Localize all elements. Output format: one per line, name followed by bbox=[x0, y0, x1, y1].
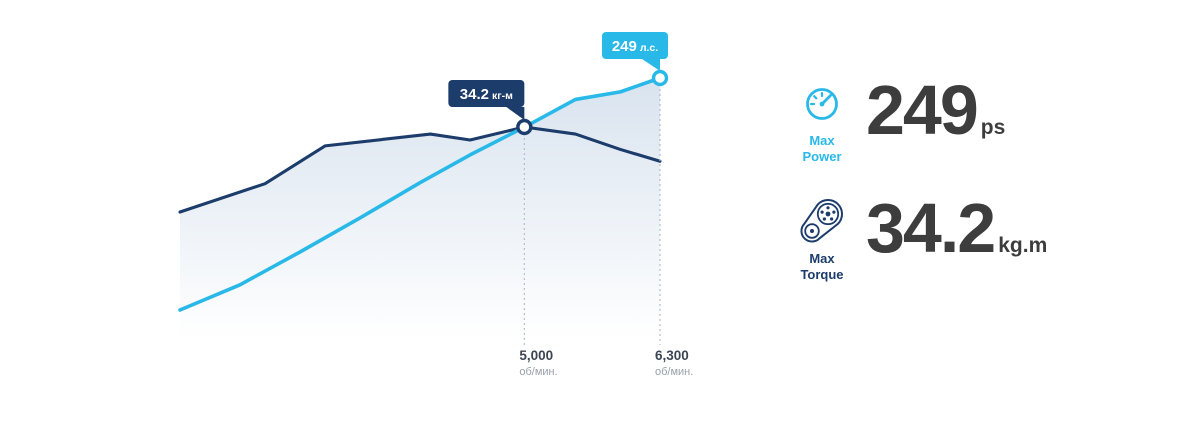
max-torque-label: Max Torque bbox=[800, 251, 844, 283]
power-tick-unit: об/мин. bbox=[655, 366, 693, 378]
max-torque-icon-column: Max Torque bbox=[792, 198, 852, 284]
power-tick: 6,300 bbox=[655, 348, 689, 363]
torque-tooltip: 34.2 кг-м bbox=[448, 80, 525, 120]
power-tooltip: 249 л.с. bbox=[602, 32, 668, 71]
torque-tooltip-box bbox=[448, 80, 525, 107]
max-torque-value: 34.2 kg.m bbox=[866, 193, 1048, 263]
performance-chart: 34.2 кг-м 249 л.с. 5,000 об/мин. 6,300 об/… bbox=[178, 32, 693, 378]
torque-tick: 5,000 bbox=[519, 348, 553, 363]
torque-tick-unit: об/мин. bbox=[519, 366, 557, 378]
torque-line bbox=[178, 125, 662, 214]
max-power-stat: Max Power 249 ps bbox=[792, 75, 1006, 166]
power-tooltip-pointer bbox=[642, 59, 660, 71]
power-marker bbox=[651, 69, 669, 87]
max-torque-number: 34.2 bbox=[866, 189, 996, 267]
torque-tooltip-pointer bbox=[506, 107, 525, 120]
speedometer-icon bbox=[806, 88, 838, 120]
max-power-label: Max Power bbox=[802, 133, 842, 165]
timing-chain-icon bbox=[800, 198, 843, 243]
torque-tooltip-text: 34.2 кг-м bbox=[460, 86, 513, 103]
max-power-number: 249 bbox=[866, 71, 979, 149]
power-tooltip-box bbox=[602, 32, 668, 59]
max-power-unit: ps bbox=[980, 116, 1006, 139]
max-torque-unit: kg.m bbox=[998, 234, 1048, 257]
power-tooltip-text: 249 л.с. bbox=[612, 38, 658, 55]
max-power-icon-column: Max Power bbox=[792, 80, 852, 166]
chart-area-fill bbox=[180, 78, 660, 340]
power-line bbox=[178, 76, 662, 312]
max-power-value: 249 ps bbox=[866, 75, 1006, 145]
max-torque-stat: Max Torque 34.2 kg.m bbox=[792, 193, 1048, 284]
torque-marker bbox=[516, 118, 533, 136]
